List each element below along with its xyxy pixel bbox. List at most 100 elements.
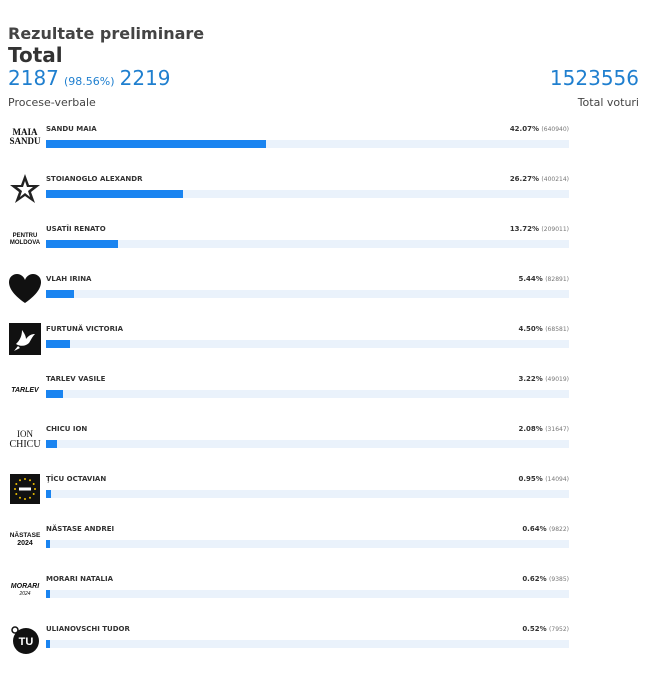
bar-track xyxy=(46,240,569,248)
bar-track xyxy=(46,140,569,148)
bar xyxy=(46,390,63,398)
votes-stats: 1523556 Total voturi xyxy=(550,66,639,109)
morari-logo: MORARI 2024 xyxy=(8,572,42,606)
bar xyxy=(46,540,51,548)
processed-percent: (98.56%) xyxy=(64,75,115,88)
votes-label: (68581) xyxy=(545,326,569,333)
pentru-moldova-logo: PENTRU MOLDOVA xyxy=(8,222,42,256)
candidate-name: ŢÎCU OCTAVIAN xyxy=(46,475,107,483)
logo-text: TARLEV xyxy=(11,387,40,394)
bar-track xyxy=(46,190,569,198)
eu-stars-logo xyxy=(8,472,42,506)
candidate-result: 26.27% (400214) xyxy=(510,175,569,183)
votes-label: (9385) xyxy=(549,576,569,583)
logo-text: TU xyxy=(19,636,34,648)
tarlev-logo: TARLEV xyxy=(8,372,42,406)
bar-track xyxy=(46,490,569,498)
candidate-row: TU ULIANOVSCHI TUDOR 0.52% (7952) xyxy=(8,620,578,670)
bar xyxy=(46,440,57,448)
candidate-result: 2.08% (31647) xyxy=(518,425,569,433)
candidate-row: ION CHICU CHICU ION 2.08% (31647) xyxy=(8,420,578,470)
sections-caption: Procese-verbale xyxy=(8,96,96,109)
percent-label: 5.44% xyxy=(518,275,543,283)
logo-text: MAIA xyxy=(13,127,38,137)
total-votes: 1523556 xyxy=(549,66,639,90)
dove-logo xyxy=(8,322,42,356)
logo-text: ION xyxy=(17,429,33,439)
votes-label: (209011) xyxy=(541,226,569,233)
bar xyxy=(46,340,70,348)
results-header: Rezultate preliminare Total 2187 (98.56%… xyxy=(8,24,639,109)
logo-text: PENTRU xyxy=(13,233,38,239)
candidate-name: FURTUNĂ VICTORIA xyxy=(46,325,124,333)
tu-logo: TU xyxy=(8,622,42,656)
bar-track xyxy=(46,340,569,348)
percent-label: 2.08% xyxy=(518,425,543,433)
candidate-result: 4.50% (68581) xyxy=(518,325,569,333)
logo-text: CHICU xyxy=(9,439,41,450)
page-subtitle: Rezultate preliminare xyxy=(8,24,205,43)
percent-label: 42.07% xyxy=(509,125,539,133)
logo-text: NĂSTASE xyxy=(10,530,41,539)
candidate-name: NĂSTASE ANDREI xyxy=(46,525,115,533)
bar xyxy=(46,140,267,148)
percent-label: 0.62% xyxy=(522,575,547,583)
candidate-name: STOIANOGLO ALEXANDR xyxy=(46,175,143,183)
candidate-name: VLAH IRINA xyxy=(46,275,92,283)
bar xyxy=(46,290,75,298)
candidate-result: 0.64% (9822) xyxy=(522,525,569,533)
logo-text: MOLDOVA xyxy=(10,240,41,246)
percent-label: 13.72% xyxy=(509,225,539,233)
candidate-row: TARLEV TARLEV VASILE 3.22% (49019) xyxy=(8,370,578,420)
percent-label: 3.22% xyxy=(518,375,543,383)
star-logo xyxy=(8,172,42,206)
votes-label: (640940) xyxy=(541,126,569,133)
nastase-logo: NĂSTASE 2024 xyxy=(8,522,42,556)
votes-label: (7952) xyxy=(549,626,569,633)
heart-logo xyxy=(8,272,42,306)
percent-label: 26.27% xyxy=(509,175,539,183)
bar xyxy=(46,240,118,248)
candidate-name: TARLEV VASILE xyxy=(46,375,106,383)
percent-label: 0.95% xyxy=(518,475,543,483)
results-chart: MAIA SANDU SANDU MAIA 42.07% (640940) STOIAN… xyxy=(8,120,578,670)
ion-chicu-logo: ION CHICU xyxy=(8,422,42,456)
candidate-name: ULIANOVSCHI TUDOR xyxy=(46,625,130,633)
logo-text: MORARI xyxy=(11,583,40,590)
candidate-row: FURTUNĂ VICTORIA 4.50% (68581) xyxy=(8,320,578,370)
votes-caption: Total voturi xyxy=(577,96,639,109)
candidate-result: 42.07% (640940) xyxy=(510,125,569,133)
candidate-name: USATÎI RENATO xyxy=(46,225,106,233)
candidate-row: ŢÎCU OCTAVIAN 0.95% (14094) xyxy=(8,470,578,520)
bar xyxy=(46,640,51,648)
logo-text: 2024 xyxy=(17,540,33,547)
percent-label: 0.64% xyxy=(522,525,547,533)
page-title: Total xyxy=(8,43,63,67)
votes-label: (49019) xyxy=(545,376,569,383)
candidate-name: MORARI NATALIA xyxy=(46,575,114,583)
bar-track xyxy=(46,290,569,298)
bar-track xyxy=(46,640,569,648)
logo-text: 2024 xyxy=(18,591,30,597)
candidate-result: 13.72% (209011) xyxy=(510,225,569,233)
votes-label: (82891) xyxy=(545,276,569,283)
candidate-name: SANDU MAIA xyxy=(46,125,97,133)
candidate-row: MORARI 2024 MORARI NATALIA 0.62% (9385) xyxy=(8,570,578,620)
candidate-result: 5.44% (82891) xyxy=(518,275,569,283)
bar xyxy=(46,190,184,198)
bar-track xyxy=(46,540,569,548)
bar xyxy=(46,490,51,498)
sections-stats: 2187 (98.56%) 2219 Procese-verbale xyxy=(8,66,171,109)
votes-label: (14094) xyxy=(545,476,569,483)
candidate-row: MAIA SANDU SANDU MAIA 42.07% (640940) xyxy=(8,120,578,170)
votes-label: (400214) xyxy=(541,176,569,183)
candidate-row: PENTRU MOLDOVA USATÎI RENATO 13.72% (209011… xyxy=(8,220,578,270)
percent-label: 4.50% xyxy=(518,325,543,333)
candidate-result: 0.52% (7952) xyxy=(522,625,569,633)
candidate-row: NĂSTASE 2024 NĂSTASE ANDREI 0.64% (9822) xyxy=(8,520,578,570)
percent-label: 0.52% xyxy=(522,625,547,633)
maia-sandu-logo: MAIA SANDU xyxy=(8,122,42,156)
processed-count: 2187 xyxy=(8,66,59,90)
bar-track xyxy=(46,440,569,448)
total-sections: 2219 xyxy=(119,66,171,90)
